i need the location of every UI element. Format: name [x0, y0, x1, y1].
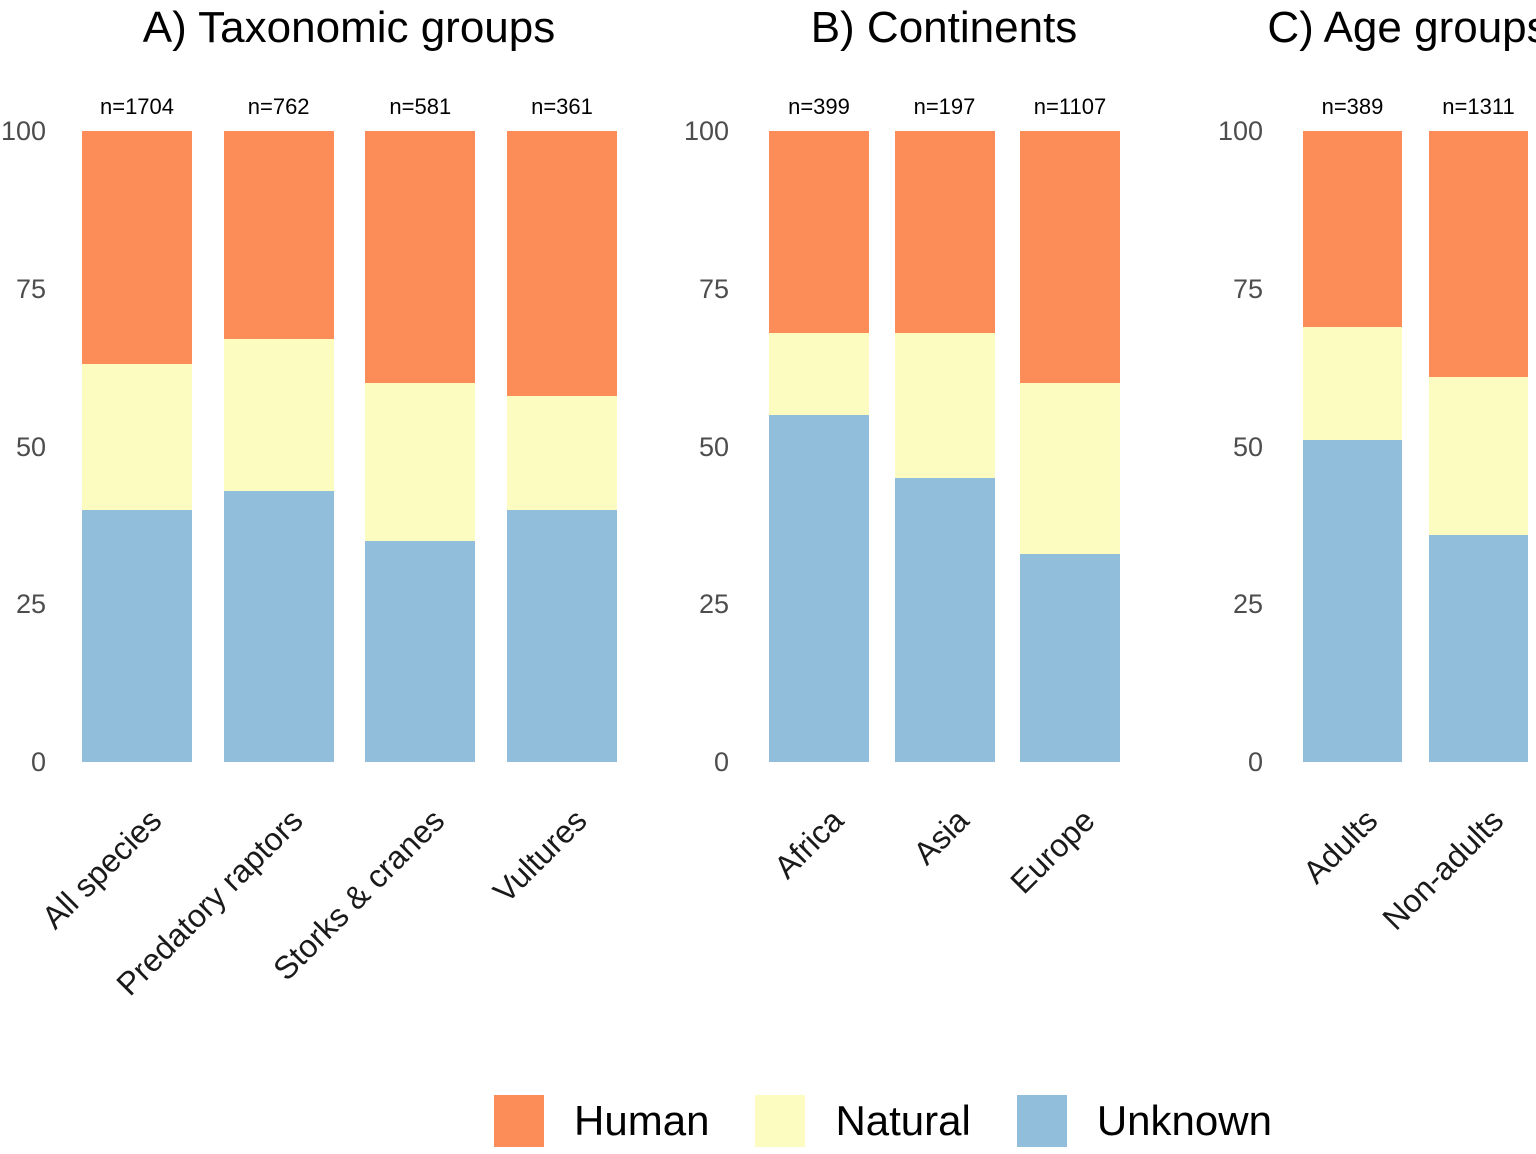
bar-segment-human: [1303, 131, 1402, 327]
sample-size-label: n=197: [913, 94, 976, 119]
y-tick-label: 75: [698, 273, 729, 304]
panel-title: A) Taxonomic groups: [142, 3, 556, 52]
stacked-bar: [1020, 131, 1120, 762]
bar-segment-human: [1020, 131, 1120, 384]
bar-segment-unknown: [365, 541, 476, 762]
bar-segment-unknown: [82, 509, 192, 762]
y-tick-label: 100: [1217, 116, 1263, 146]
x-axis-label: Europe: [1003, 802, 1102, 901]
x-axis-label: Adults: [1295, 802, 1384, 891]
panel-title: C) Age groups: [1267, 3, 1536, 52]
stacked-bar: [365, 131, 476, 762]
y-tick-label: 50: [15, 431, 46, 462]
bar-segment-human: [1429, 131, 1528, 378]
bar-segment-unknown: [894, 478, 995, 762]
bar-segment-human: [82, 131, 192, 365]
legend-label: Natural: [835, 1097, 971, 1144]
y-tick-label: 0: [713, 747, 729, 777]
sample-size-label: n=1704: [99, 94, 175, 119]
bar-segment-human: [506, 131, 617, 397]
x-axis-label: Asia: [906, 802, 976, 872]
bar-segment-natural: [365, 383, 476, 542]
stacked-bar: [223, 131, 334, 762]
legend-key-swatch: [1016, 1095, 1067, 1147]
y-tick-label: 100: [0, 116, 46, 146]
y-tick-label: 25: [698, 589, 729, 620]
bar-segment-natural: [506, 396, 617, 510]
x-axis-label: Predatory raptors: [109, 802, 311, 1003]
stacked-bar: [769, 131, 869, 762]
sample-size-label: n=361: [531, 94, 593, 119]
bar-segment-natural: [1303, 326, 1402, 441]
legend-key-swatch: [755, 1095, 806, 1147]
y-tick-label: 25: [15, 589, 46, 620]
x-axis-label: All species: [34, 802, 169, 936]
bar-segment-unknown: [769, 414, 869, 762]
legend-label: Unknown: [1096, 1097, 1272, 1144]
legend-item-human: Human: [494, 1095, 709, 1147]
sample-size-label: n=762: [247, 94, 310, 119]
sample-size-label: n=389: [1321, 94, 1384, 119]
x-axis-label: Non-adults: [1375, 802, 1510, 937]
y-tick-label: 0: [1247, 747, 1263, 777]
y-tick-label: 0: [30, 747, 46, 777]
bars-area: [82, 131, 617, 762]
x-axis-label: Storks & cranes: [266, 802, 452, 988]
stacked-bar: [1429, 131, 1528, 762]
y-tick-label: 100: [683, 116, 729, 146]
bar-segment-natural: [769, 332, 869, 415]
y-tick-label: 50: [1232, 431, 1263, 462]
legend: Human Natural Unknown: [0, 1092, 1536, 1150]
legend-item-natural: Natural: [755, 1095, 971, 1147]
bar-segment-natural: [1020, 383, 1120, 554]
stacked-bar: [894, 131, 995, 762]
stacked-bar: [82, 131, 192, 762]
sample-size-label: n=1311: [1442, 94, 1515, 119]
bar-segment-human: [894, 131, 995, 333]
bars-area: [1303, 131, 1528, 762]
stacked-bar: [506, 131, 617, 762]
bars-area: [769, 131, 1120, 762]
bar-segment-unknown: [1303, 440, 1402, 762]
bar-segment-human: [223, 131, 334, 340]
y-tick-label: 50: [698, 431, 729, 462]
sample-size-label: n=399: [788, 94, 850, 119]
bar-segment-human: [365, 131, 476, 384]
bar-segment-natural: [82, 364, 192, 510]
x-axis-label: Africa: [767, 802, 851, 886]
y-tick-label: 75: [15, 273, 46, 304]
bar-segment-natural: [894, 332, 995, 479]
legend-key-swatch: [494, 1095, 545, 1147]
panel-title: B) Continents: [810, 3, 1078, 52]
bar-segment-natural: [1429, 377, 1528, 535]
legend-label: Human: [574, 1097, 710, 1144]
legend-item-unknown: Unknown: [1016, 1095, 1272, 1147]
bar-segment-unknown: [1020, 553, 1120, 762]
bar-segment-unknown: [506, 509, 617, 762]
sample-size-label: n=581: [389, 94, 452, 119]
bar-segment-human: [769, 131, 869, 333]
bar-segment-natural: [223, 339, 334, 491]
y-tick-label: 25: [1232, 589, 1263, 620]
x-axis-label: Vultures: [485, 802, 594, 910]
bar-segment-unknown: [1429, 534, 1528, 762]
sample-size-label: n=1107: [1033, 94, 1107, 119]
bar-segment-unknown: [223, 490, 334, 762]
y-tick-label: 75: [1232, 273, 1263, 304]
stacked-bar: [1303, 131, 1402, 762]
